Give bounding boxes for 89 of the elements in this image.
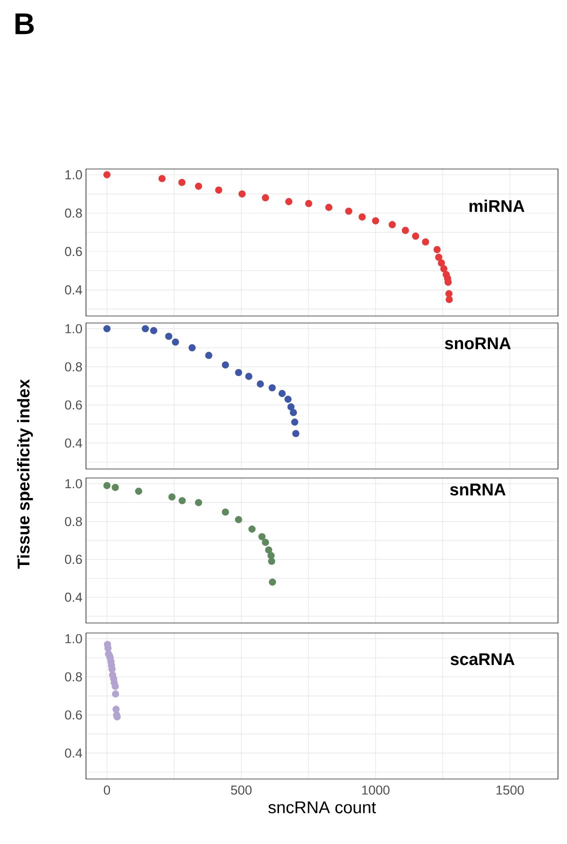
point	[412, 232, 420, 240]
point	[103, 482, 111, 490]
point	[194, 499, 202, 506]
point	[245, 372, 252, 380]
point	[265, 546, 272, 554]
point	[438, 259, 446, 267]
point	[446, 296, 453, 304]
point	[290, 408, 297, 416]
annotation: scaRNA	[450, 653, 514, 666]
annotation: miRNA	[470, 200, 524, 212]
point	[256, 380, 264, 388]
point	[258, 533, 266, 540]
point	[345, 208, 352, 215]
point	[285, 198, 292, 206]
point	[234, 516, 242, 524]
point	[112, 484, 119, 492]
point	[358, 213, 366, 221]
y-tick-label: 0.6	[64, 554, 82, 564]
point	[291, 418, 298, 426]
y-tick-label: 0.4	[64, 285, 82, 294]
point	[168, 493, 176, 501]
point	[388, 221, 396, 228]
y-tick-label: 0.8	[64, 672, 82, 682]
point	[278, 390, 286, 398]
x-axis-title: sncRNA count	[268, 802, 376, 814]
y-tick-label: 0.8	[64, 362, 82, 372]
point	[284, 396, 292, 403]
point	[135, 488, 142, 495]
point	[325, 204, 332, 211]
y-tick-label: 0.6	[64, 400, 82, 410]
point	[150, 327, 158, 334]
y-tick-label: 0.8	[64, 516, 82, 526]
y-tick-label: 0.4	[64, 592, 82, 602]
point	[238, 190, 246, 198]
point	[194, 182, 202, 190]
point	[172, 338, 180, 346]
point	[178, 178, 186, 186]
chart-title: B	[16, 14, 34, 34]
point	[262, 538, 270, 546]
annotation: snoRNA	[444, 338, 511, 350]
point	[103, 325, 111, 332]
point	[165, 332, 172, 340]
y-tick-label: 0.4	[64, 438, 82, 448]
y-axis-title: Tissue specificity index	[17, 379, 33, 569]
point	[188, 344, 196, 352]
point	[422, 238, 430, 246]
point	[440, 265, 448, 272]
point	[372, 217, 380, 224]
point	[305, 200, 312, 208]
y-tick-label: 1.0	[65, 634, 82, 644]
point	[267, 552, 275, 560]
point	[248, 526, 256, 533]
point	[108, 666, 116, 673]
y-tick-label: 0.6	[64, 710, 82, 720]
point	[104, 644, 112, 652]
y-tick-label: 1.0	[65, 324, 82, 334]
point	[268, 384, 276, 392]
point	[215, 186, 222, 194]
point	[103, 171, 111, 178]
point	[205, 352, 212, 359]
point	[112, 690, 120, 698]
point	[222, 508, 230, 516]
point	[112, 682, 119, 690]
point	[435, 254, 442, 261]
annotation: snRNA	[450, 484, 506, 496]
point	[234, 368, 242, 376]
point	[112, 706, 120, 713]
point	[158, 174, 166, 182]
point	[222, 361, 230, 369]
point	[262, 194, 270, 202]
x-tick-label: 1000	[362, 786, 390, 795]
point	[268, 558, 276, 565]
y-tick-label: 1.0	[65, 479, 82, 488]
y-tick-label: 0.4	[64, 748, 82, 758]
y-tick-label: 0.6	[64, 246, 82, 256]
point	[444, 278, 452, 286]
y-tick-label: 0.8	[64, 208, 82, 218]
x-tick-label: 500	[230, 786, 252, 795]
y-tick-label: 1.0	[65, 170, 82, 180]
x-tick-label: 0	[104, 786, 110, 795]
x-tick-label: 1500	[496, 786, 524, 795]
point	[292, 430, 300, 438]
point	[268, 578, 276, 586]
point	[178, 497, 186, 504]
point	[434, 246, 441, 254]
point	[287, 403, 295, 410]
point	[402, 226, 410, 234]
point	[445, 290, 453, 298]
point	[142, 325, 149, 332]
